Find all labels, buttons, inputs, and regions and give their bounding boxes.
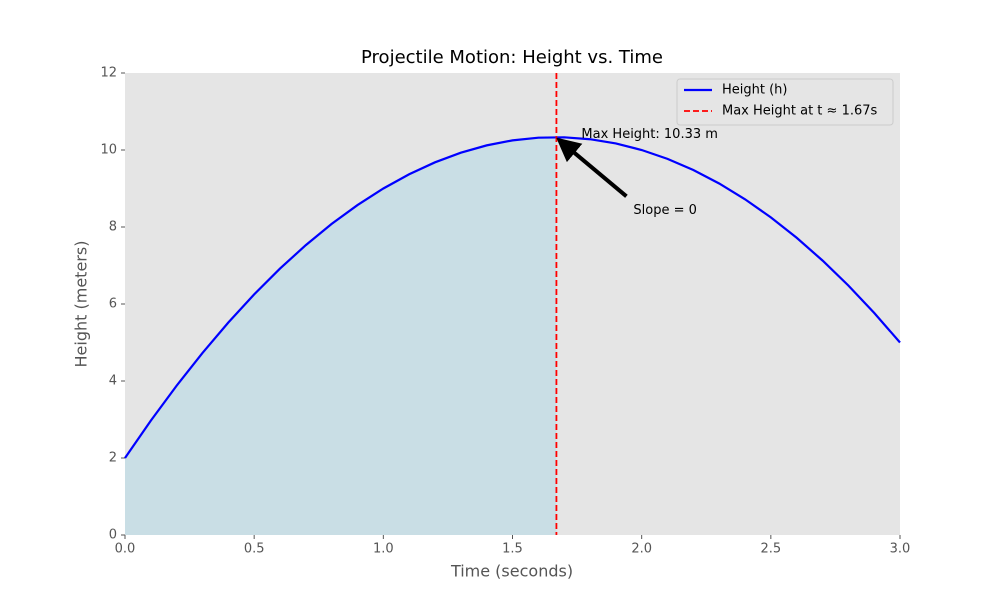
x-tick-label: 1.0 [373,542,394,557]
x-tick-label: 2.0 [631,542,652,557]
annotation: Max Height: 10.33 m [581,127,718,142]
annotation: Slope = 0 [633,203,697,218]
y-tick-label: 0 [109,528,117,543]
line [124,136,901,459]
y-tick-label: 4 [109,374,117,389]
y-tick-label: 6 [109,297,117,312]
x-tick-label: 0.0 [115,542,136,557]
y-tick-label: 2 [109,451,117,466]
annotation-arrow [556,137,628,198]
x-axis-label: Time (seconds) [450,562,573,581]
y-axis-label: Height (meters) [72,241,91,368]
legend-box [676,78,894,126]
legend-label: Height (h) [722,83,788,98]
x-tick-label: 2.5 [760,542,781,557]
y-tick-label: 10 [100,143,117,158]
x-tick-label: 1.5 [502,542,523,557]
y-tick-label: 12 [100,66,117,81]
legend-label: Max Height at t ≈ 1.67s [722,104,878,119]
y-tick-label: 8 [109,220,117,235]
shaded-area [125,137,557,535]
x-tick-label: 0.5 [244,542,265,557]
x-tick-label: 3.0 [890,542,911,557]
chart-title: Projectile Motion: Height vs. Time [361,47,663,68]
